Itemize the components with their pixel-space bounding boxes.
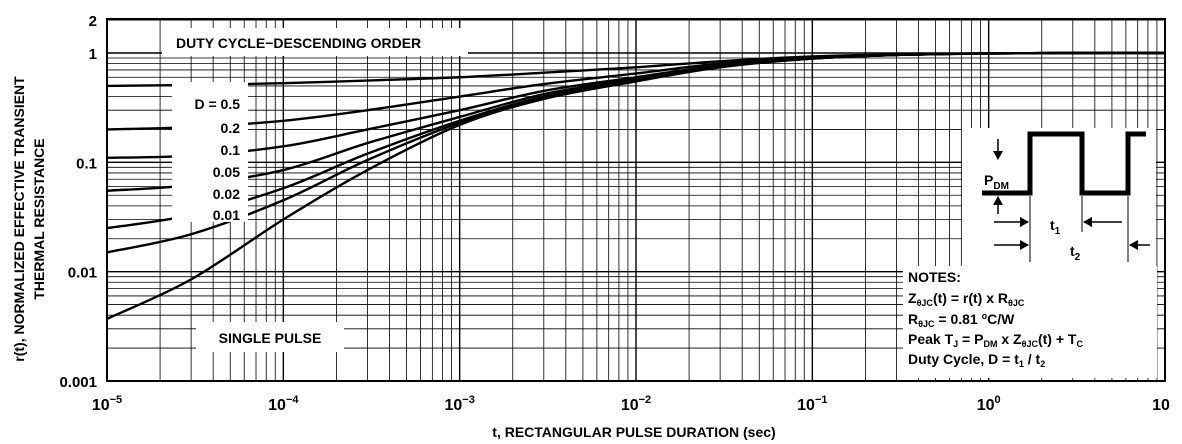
duty-label-4: 0.02	[213, 186, 240, 202]
y-tick-label-4: 2	[89, 13, 97, 30]
x-tick-label-5: 100	[977, 394, 1001, 414]
t1-label: t1	[1050, 217, 1061, 237]
note-line-0: ZθJC​(t) = r(t) x RθJC​	[908, 290, 1025, 308]
x-tick-label-6: 10	[1152, 397, 1170, 414]
notes-title: NOTES:	[908, 269, 961, 285]
t2-arrowhead-left	[1020, 240, 1029, 250]
duty-label-0: D = 0.5	[194, 96, 240, 112]
t2-arrowhead-right	[1129, 240, 1138, 250]
x-tick-label-4: 10−1	[797, 394, 827, 414]
duty-label-5: 0.01	[213, 207, 240, 223]
note-line-2: Peak TJ​ = PDM​ x ZθJC​(t) + TC​	[908, 331, 1083, 349]
duty-label-2: 0.1	[221, 142, 241, 158]
x-tick-label-1: 10−4	[268, 394, 299, 414]
label-boxes: DUTY CYCLE−DESCENDING ORDER D = 0.5 0.2 0.1…	[162, 28, 1157, 378]
pdm-arrowhead-bottom	[993, 196, 1003, 205]
y-axis-label-line2: THERMAL RESISTANCE	[31, 138, 47, 299]
note-line-3: Duty Cycle, D = t1​ / t2​	[908, 351, 1045, 369]
x-tick-label-0: 10−5	[92, 394, 122, 414]
plot-frame	[106, 18, 1166, 382]
pulse-waveform	[982, 131, 1146, 196]
y-tick-label-0: 0.001	[59, 374, 97, 391]
t2-label: t2	[1070, 243, 1081, 263]
t1-arrowhead-left	[1020, 217, 1029, 227]
x-tick-label-2: 10−3	[444, 394, 474, 414]
duty-cycle-title: DUTY CYCLE−DESCENDING ORDER	[176, 35, 421, 51]
y-tick-label-1: 0.01	[68, 265, 97, 282]
single-pulse-bg	[196, 322, 344, 352]
duty-label-3: 0.05	[213, 164, 240, 180]
tick-labels: 0.001 0.01 0.1 1 2 10−5 10−4 10−3 10−2 10−1 100 10	[59, 13, 1170, 414]
y-tick-label-3: 1	[89, 46, 97, 63]
series-layer	[106, 51, 1166, 320]
duty-label-1: 0.2	[221, 120, 241, 136]
t1-arrowhead-right	[1083, 217, 1092, 227]
series-line-6	[106, 51, 1166, 320]
duty-labels-bg	[172, 82, 248, 222]
pdm-arrowhead-top	[993, 151, 1003, 160]
x-tick-label-3: 10−2	[621, 394, 651, 414]
pdm-label: PDM	[984, 172, 1009, 192]
note-line-1: RθJC​ = 0.81 o​C/W	[908, 311, 1015, 329]
notes-bg	[903, 266, 1157, 378]
x-axis-label: t, RECTANGULAR PULSE DURATION (sec)	[492, 424, 775, 440]
y-axis-label-line1: r(t), NORMALIZED EFFECTIVE TRANSIENT	[11, 76, 27, 362]
single-pulse-label: SINGLE PULSE	[219, 330, 322, 346]
duty-title-bg	[162, 28, 468, 56]
y-tick-label-2: 0.1	[76, 155, 97, 172]
